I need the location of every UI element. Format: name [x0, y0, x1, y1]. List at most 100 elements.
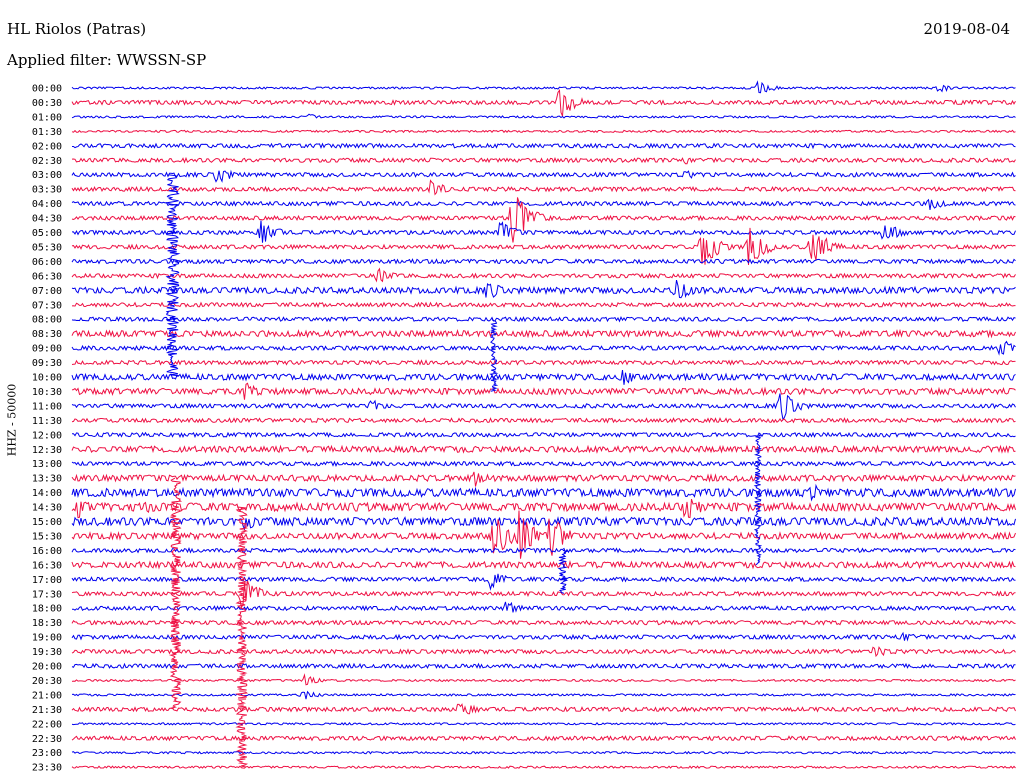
- event-spike-1: [168, 477, 183, 710]
- trace-2330: [71, 765, 1016, 769]
- trace-0000: [71, 80, 1016, 94]
- row-time-label: 10:30: [32, 387, 62, 398]
- trace-1330: [71, 471, 1016, 487]
- row-time-label: 08:00: [32, 315, 62, 326]
- trace-1630: [71, 560, 1016, 570]
- trace-1700: [71, 573, 1016, 591]
- station-title: HL Riolos (Patras): [7, 20, 147, 38]
- row-time-label: 01:00: [32, 112, 62, 123]
- trace-1730: [71, 580, 1016, 609]
- trace-1000: [71, 370, 1016, 385]
- row-time-label: 03:30: [32, 185, 62, 196]
- row-time-label: 15:00: [32, 517, 62, 528]
- row-time-label: 11:30: [32, 416, 62, 427]
- trace-0500: [72, 220, 1016, 243]
- row-time-label: 22:30: [32, 734, 62, 745]
- row-time-label: 20:00: [32, 662, 62, 673]
- trace-1300: [71, 460, 1016, 468]
- event-spike-3: [489, 319, 499, 392]
- row-time-label: 18:30: [32, 618, 62, 629]
- event-spike-4: [753, 434, 763, 566]
- trace-0130: [71, 129, 1016, 134]
- row-time-label: 13:00: [32, 459, 62, 470]
- row-time-label: 18:00: [32, 604, 62, 615]
- trace-0800: [71, 315, 1016, 323]
- trace-1230: [71, 444, 1016, 454]
- trace-0730: [71, 301, 1016, 308]
- row-time-label: 14:30: [32, 503, 62, 514]
- trace-0030: [71, 89, 1016, 117]
- row-time-label: 17:00: [32, 575, 62, 586]
- row-time-label: 09:30: [32, 358, 62, 369]
- row-time-label: 01:30: [32, 127, 62, 138]
- row-time-label: 06:30: [32, 271, 62, 282]
- trace-1800: [72, 601, 1016, 613]
- row-time-label: 16:00: [32, 546, 62, 557]
- trace-2100: [71, 690, 1016, 700]
- filter-label: Applied filter: WWSSN-SP: [7, 51, 207, 69]
- row-time-label: 20:30: [32, 676, 62, 687]
- row-time-label: 23:30: [32, 763, 62, 774]
- trace-1500: [71, 515, 1016, 531]
- trace-1530: [71, 510, 1016, 559]
- trace-0200: [72, 142, 1016, 150]
- date-label: 2019-08-04: [923, 20, 1010, 38]
- trace-0400: [71, 198, 1016, 210]
- event-spike-5: [557, 549, 569, 594]
- trace-0100: [71, 113, 1016, 119]
- row-time-label: 05:30: [32, 242, 62, 253]
- trace-1930: [71, 646, 1016, 658]
- row-time-label: 22:00: [32, 719, 62, 730]
- trace-1600: [71, 547, 1016, 554]
- row-time-label: 05:00: [32, 228, 62, 239]
- trace-0900: [71, 340, 1016, 356]
- event-spike-0: [165, 174, 181, 378]
- row-time-label: 02:30: [32, 156, 62, 167]
- trace-0230: [71, 156, 1016, 165]
- row-time-label: 23:00: [32, 748, 62, 759]
- trace-1130: [71, 417, 1016, 424]
- row-time-label: 12:00: [32, 430, 62, 441]
- row-time-label: 19:00: [32, 633, 62, 644]
- row-time-label: 14:00: [32, 488, 62, 499]
- row-time-label: 02:00: [32, 141, 62, 152]
- row-time-label: 11:00: [32, 401, 62, 412]
- trace-2200: [71, 721, 1016, 726]
- row-time-label: 07:30: [32, 300, 62, 311]
- trace-1400: [71, 483, 1016, 502]
- row-time-label: 03:00: [32, 170, 62, 181]
- row-time-label: 15:30: [32, 531, 62, 542]
- trace-0330: [71, 179, 1016, 196]
- trace-2000: [71, 662, 1016, 670]
- trace-0300: [71, 169, 1016, 183]
- row-time-label: 10:00: [32, 373, 62, 384]
- trace-1200: [72, 431, 1016, 439]
- row-time-label: 00:00: [32, 84, 62, 95]
- trace-0630: [71, 267, 1016, 283]
- row-time-label: 21:30: [32, 705, 62, 716]
- row-time-label: 17:30: [32, 589, 62, 600]
- trace-2230: [71, 735, 1016, 742]
- row-time-label: 12:30: [32, 445, 62, 456]
- trace-2130: [71, 703, 1016, 715]
- trace-1900: [71, 631, 1016, 642]
- trace-0830: [71, 328, 1016, 339]
- row-time-label: 09:00: [32, 344, 62, 355]
- trace-0700: [71, 279, 1016, 299]
- trace-1100: [71, 393, 1016, 421]
- trace-1830: [71, 619, 1016, 626]
- trace-0930: [71, 359, 1016, 366]
- trace-1030: [71, 382, 1016, 400]
- row-time-label: 08:30: [32, 329, 62, 340]
- trace-1430: [71, 498, 1016, 519]
- row-time-label: 16:30: [32, 560, 62, 571]
- row-time-label: 00:30: [32, 98, 62, 109]
- row-time-label: 19:30: [32, 647, 62, 658]
- event-spike-2: [235, 506, 249, 768]
- row-time-label: 21:00: [32, 690, 62, 701]
- row-time-label: 04:30: [32, 214, 62, 225]
- row-time-label: 07:00: [32, 286, 62, 297]
- trace-0530: [71, 227, 1016, 266]
- row-time-label: 06:00: [32, 257, 62, 268]
